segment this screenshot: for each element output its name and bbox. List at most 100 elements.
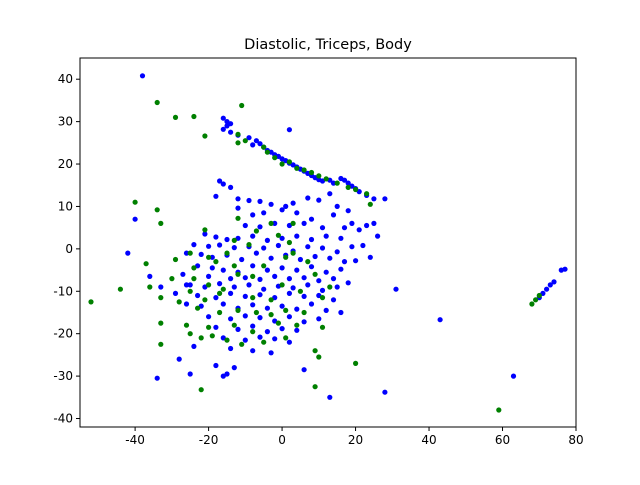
scatter-point (341, 259, 348, 265)
scatter-point (529, 301, 535, 307)
scatter-point (353, 258, 359, 264)
scatter-point (345, 280, 351, 286)
scatter-point (172, 256, 179, 263)
scatter-point (327, 191, 333, 197)
scatter-point (198, 251, 204, 257)
scatter-point (338, 235, 344, 241)
scatter-point (257, 276, 263, 282)
scatter-point (338, 309, 344, 316)
scatter-point (132, 199, 138, 205)
scatter-point (253, 309, 259, 316)
scatter-point (202, 133, 208, 139)
scatter-point (294, 267, 300, 273)
scatter-point (297, 256, 303, 263)
scatter-point (316, 173, 322, 179)
scatter-point (323, 176, 329, 182)
scatter-point (242, 222, 248, 229)
scatter-point (195, 292, 201, 299)
scatter-point (290, 220, 296, 226)
scatter-point (187, 282, 193, 288)
scatter-point (286, 314, 292, 320)
scatter-point (312, 271, 318, 277)
scatter-point (191, 242, 197, 248)
scatter-point (338, 266, 344, 272)
scatter-point (202, 297, 208, 303)
scatter-point (562, 266, 568, 272)
scatter-point (264, 237, 270, 243)
scatter-point (198, 335, 204, 341)
scatter-point (272, 220, 278, 226)
scatter-point (176, 356, 182, 362)
scatter-point (235, 196, 241, 202)
scatter-point (250, 348, 256, 354)
scatter-point (257, 224, 263, 230)
y-tick-label: 0 (65, 242, 73, 256)
scatter-point (158, 320, 164, 326)
scatter-point (305, 259, 311, 265)
scatter-point (268, 350, 274, 356)
scatter-point (268, 220, 274, 226)
scatter-point (213, 295, 219, 301)
scatter-point (290, 250, 296, 256)
scatter-point (250, 329, 256, 335)
x-tick-label: 40 (421, 433, 436, 447)
scatter-point (183, 301, 190, 307)
scatter-point (316, 278, 322, 284)
scatter-point (231, 245, 237, 251)
scatter-point (183, 250, 190, 256)
scatter-point (371, 220, 377, 226)
scatter-point (246, 282, 252, 288)
scatter-point (231, 365, 237, 371)
scatter-point (301, 220, 307, 226)
scatter-point (301, 309, 307, 316)
y-tick-label: -40 (53, 412, 73, 426)
scatter-point (312, 348, 318, 354)
scatter-point (364, 191, 370, 197)
scatter-point (228, 290, 234, 296)
scatter-point (353, 186, 359, 193)
scatter-point (228, 276, 234, 282)
scatter-point (191, 113, 197, 120)
scatter-point (286, 276, 292, 282)
scatter-point (217, 178, 223, 184)
scatter-point (334, 249, 340, 255)
scatter-point (154, 99, 160, 106)
y-tick-label: 40 (58, 72, 73, 86)
scatter-point (239, 102, 245, 109)
scatter-point (323, 307, 329, 313)
scatter-point (261, 144, 267, 150)
scatter-point (187, 288, 193, 294)
scatter-point (349, 220, 355, 226)
scatter-point (301, 319, 307, 325)
scatter-point (206, 314, 212, 320)
scatter-point (239, 341, 245, 347)
scatter-point (323, 233, 329, 239)
scatter-point (305, 244, 311, 250)
scatter-point (275, 242, 281, 249)
scatter-point (224, 250, 230, 256)
scatter-point (172, 114, 179, 120)
scatter-point (275, 320, 281, 326)
scatter-point (246, 197, 252, 204)
x-tick-label: 0 (278, 433, 286, 447)
scatter-point (198, 387, 204, 393)
scatter-point (279, 207, 285, 213)
scatter-point (437, 317, 443, 323)
scatter-point (367, 254, 373, 260)
y-tick-label: -30 (53, 369, 73, 383)
scatter-point (286, 159, 292, 165)
scatter-point (235, 140, 241, 146)
scatter-point (253, 228, 259, 234)
scatter-point (235, 131, 241, 137)
scatter-point (290, 285, 296, 291)
scatter-point (496, 407, 502, 413)
scatter-point (235, 307, 241, 313)
scatter-point (191, 265, 197, 271)
scatter-point (283, 335, 289, 341)
scatter-point (231, 322, 237, 328)
scatter-point (308, 169, 315, 176)
scatter-point (382, 389, 388, 395)
scatter-point (209, 254, 215, 260)
